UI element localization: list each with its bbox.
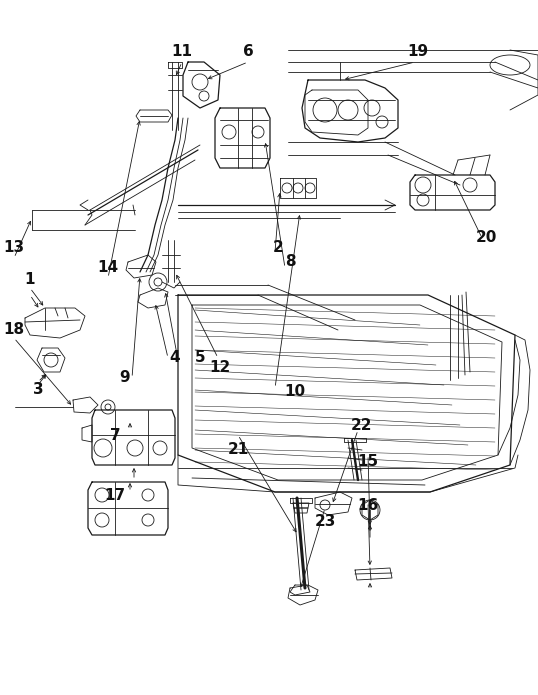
Text: 18: 18: [3, 322, 25, 338]
Text: 13: 13: [3, 240, 25, 256]
Text: 12: 12: [209, 361, 231, 375]
Text: 7: 7: [110, 427, 121, 443]
Text: 9: 9: [119, 370, 130, 384]
Text: 22: 22: [351, 418, 373, 432]
Text: 15: 15: [357, 455, 379, 470]
Text: 5: 5: [195, 350, 206, 364]
Text: 6: 6: [243, 44, 253, 60]
Text: 10: 10: [285, 384, 306, 400]
Text: 3: 3: [33, 382, 44, 398]
Text: 21: 21: [228, 443, 249, 457]
Text: 23: 23: [314, 514, 336, 530]
Text: 14: 14: [97, 261, 118, 275]
Text: 16: 16: [357, 498, 379, 512]
Text: 20: 20: [475, 231, 497, 245]
Text: 1: 1: [25, 272, 36, 288]
Text: 2: 2: [273, 240, 284, 256]
Text: 11: 11: [172, 44, 193, 60]
Text: 8: 8: [285, 254, 295, 270]
Text: 19: 19: [407, 44, 429, 60]
Text: 17: 17: [104, 487, 125, 502]
Text: 4: 4: [169, 350, 180, 364]
